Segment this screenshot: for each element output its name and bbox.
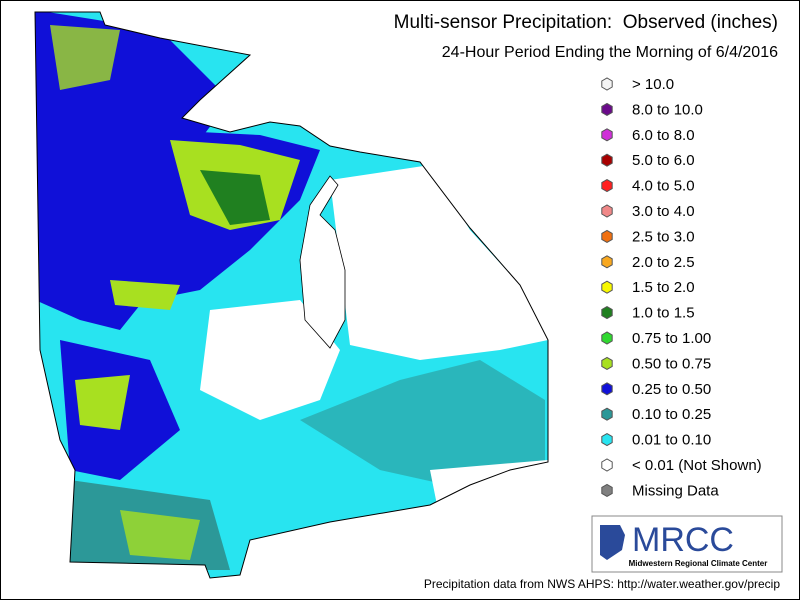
legend-swatch — [601, 382, 613, 396]
precip-area — [300, 360, 545, 490]
legend-swatch — [601, 229, 613, 243]
precip-area — [35, 12, 230, 330]
legend-swatch — [601, 407, 613, 421]
legend-swatch — [601, 331, 613, 345]
no-precip-area — [200, 300, 340, 420]
subtitle: 24-Hour Period Ending the Morning of 6/4… — [442, 44, 778, 61]
legend-swatch — [601, 153, 613, 167]
legend-label: 2.0 to 2.5 — [632, 254, 695, 271]
legend-swatch — [601, 128, 613, 142]
precip-area — [200, 170, 270, 225]
lake-michigan — [299, 175, 346, 349]
legend-label: 0.75 to 1.00 — [632, 330, 711, 347]
legend-swatch — [601, 280, 613, 294]
legend-swatch — [601, 306, 613, 320]
legend-label: 0.50 to 0.75 — [632, 355, 711, 372]
legend-label: Missing Data — [632, 482, 719, 499]
legend-label: 4.0 to 5.0 — [632, 178, 695, 195]
precip-area — [110, 280, 180, 310]
legend-label: 1.0 to 1.5 — [632, 305, 695, 322]
legend-swatch — [601, 433, 613, 447]
region-outline — [34, 11, 549, 579]
legend: > 10.0 8.0 to 10.0 6.0 to 8.0 5.0 to 6.0 4.0… — [601, 76, 762, 499]
legend-label: < 0.01 (Not Shown) — [632, 457, 762, 474]
legend-swatch — [601, 179, 613, 193]
logo-box — [591, 515, 783, 573]
legend-label: 8.0 to 10.0 — [632, 101, 703, 118]
legend-swatch — [601, 356, 613, 370]
legend-label: 1.5 to 2.0 — [632, 279, 695, 296]
legend-label: 0.25 to 0.50 — [632, 381, 711, 398]
logo: MRCC Midwestern Regional Climate Center — [591, 515, 783, 573]
legend-swatch — [601, 77, 613, 91]
legend-label: 0.10 to 0.25 — [632, 406, 711, 423]
precip-area — [75, 375, 130, 430]
legend-label: 5.0 to 6.0 — [632, 152, 695, 169]
precip-area — [120, 510, 200, 560]
legend-label: 0.01 to 0.10 — [632, 432, 711, 449]
legend-swatch — [601, 102, 613, 116]
legend-label: 6.0 to 8.0 — [632, 127, 695, 144]
legend-label: > 10.0 — [632, 76, 674, 93]
no-precip-area — [330, 165, 548, 360]
logo-icon — [600, 525, 625, 560]
legend-swatch — [601, 255, 613, 269]
legend-swatch — [601, 483, 613, 497]
precip-area — [50, 25, 120, 90]
legend-label: 2.5 to 3.0 — [632, 228, 695, 245]
title: Multi-sensor Precipitation: Observed (in… — [394, 12, 778, 33]
legend-swatch — [601, 458, 613, 472]
source-note: Precipitation data from NWS AHPS: http:/… — [424, 577, 780, 591]
logo-name: MRCC — [632, 521, 734, 559]
legend-swatch — [601, 204, 613, 218]
logo-full-name: Midwestern Regional Climate Center — [629, 559, 768, 568]
legend-label: 3.0 to 4.0 — [632, 203, 695, 220]
